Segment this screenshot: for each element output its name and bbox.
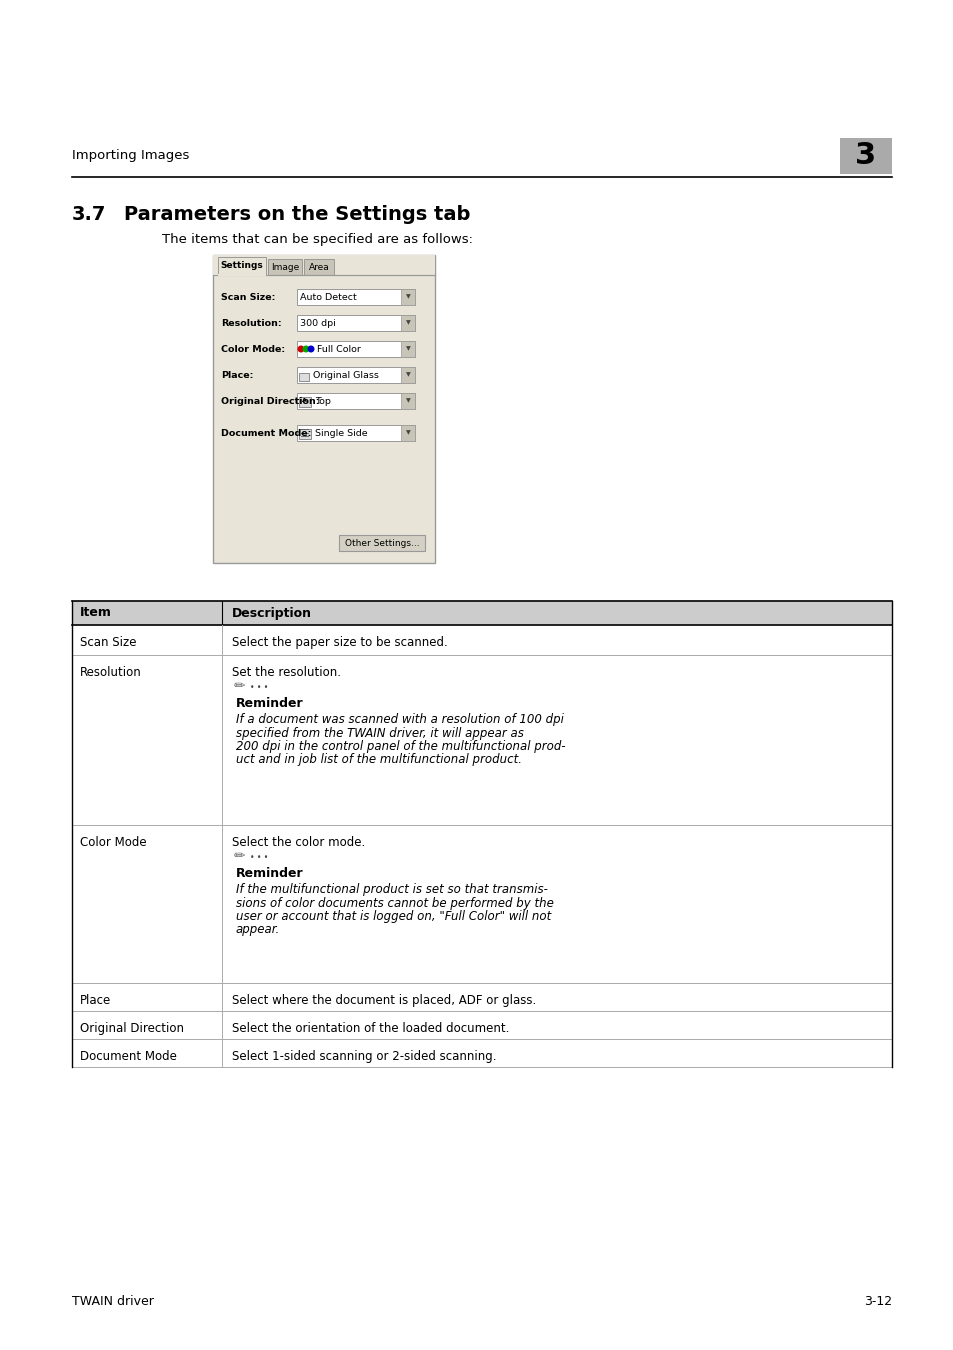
FancyBboxPatch shape [400, 425, 415, 441]
Text: Importing Images: Importing Images [71, 150, 190, 162]
Text: Settings: Settings [220, 262, 263, 270]
Text: Color Mode:: Color Mode: [221, 344, 285, 354]
Circle shape [298, 346, 303, 352]
Text: Select 1-sided scanning or 2-sided scanning.: Select 1-sided scanning or 2-sided scann… [232, 1050, 496, 1062]
FancyBboxPatch shape [298, 429, 311, 439]
Text: The items that can be specified are as follows:: The items that can be specified are as f… [162, 234, 473, 246]
Text: 300 dpi: 300 dpi [299, 319, 335, 328]
FancyBboxPatch shape [400, 315, 415, 331]
Text: Description: Description [232, 606, 312, 620]
Text: Top: Top [314, 397, 331, 405]
Text: Image: Image [271, 262, 299, 271]
FancyBboxPatch shape [296, 425, 415, 441]
Text: uct and in job list of the multifunctional product.: uct and in job list of the multifunction… [235, 753, 521, 767]
FancyBboxPatch shape [213, 255, 435, 275]
Text: specified from the TWAIN driver, it will appear as: specified from the TWAIN driver, it will… [235, 726, 523, 740]
Text: • • •: • • • [250, 853, 268, 863]
FancyBboxPatch shape [400, 342, 415, 356]
Text: 3.7: 3.7 [71, 205, 107, 224]
Text: user or account that is logged on, "Full Color" will not: user or account that is logged on, "Full… [235, 910, 551, 923]
FancyBboxPatch shape [298, 397, 311, 406]
Text: Color Mode: Color Mode [80, 836, 147, 849]
Circle shape [303, 346, 309, 352]
Text: Reminder: Reminder [235, 697, 303, 710]
Text: ▼: ▼ [405, 347, 410, 351]
Text: ✏: ✏ [233, 849, 245, 863]
Text: Select the paper size to be scanned.: Select the paper size to be scanned. [232, 636, 447, 649]
Text: appear.: appear. [235, 923, 280, 937]
Circle shape [308, 346, 314, 352]
Text: Parameters on the Settings tab: Parameters on the Settings tab [124, 205, 470, 224]
FancyBboxPatch shape [298, 373, 309, 381]
Text: ▼: ▼ [405, 373, 410, 378]
Text: Other Settings...: Other Settings... [344, 539, 419, 548]
Text: Select the orientation of the loaded document.: Select the orientation of the loaded doc… [232, 1022, 509, 1035]
Text: Resolution: Resolution [80, 666, 142, 679]
FancyBboxPatch shape [840, 138, 891, 174]
Text: ▼: ▼ [405, 294, 410, 300]
Text: Scan Size:: Scan Size: [221, 293, 275, 301]
Text: Set the resolution.: Set the resolution. [232, 666, 340, 679]
Text: Select where the document is placed, ADF or glass.: Select where the document is placed, ADF… [232, 994, 536, 1007]
Text: Reminder: Reminder [235, 867, 303, 880]
Text: Full Color: Full Color [316, 344, 360, 354]
Text: • • •: • • • [250, 683, 268, 693]
Text: ▼: ▼ [405, 398, 410, 404]
Text: 200 dpi in the control panel of the multifunctional prod-: 200 dpi in the control panel of the mult… [235, 740, 565, 753]
FancyBboxPatch shape [296, 289, 415, 305]
Text: Resolution:: Resolution: [221, 319, 281, 328]
Text: Document Mode: Document Mode [80, 1050, 176, 1062]
Text: ▼: ▼ [405, 320, 410, 325]
FancyBboxPatch shape [268, 259, 302, 275]
Text: If the multifunctional product is set so that transmis-: If the multifunctional product is set so… [235, 883, 547, 896]
Text: Original Direction: Original Direction [80, 1022, 184, 1035]
Text: Item: Item [80, 606, 112, 620]
Text: Original Direction:: Original Direction: [221, 397, 319, 405]
FancyBboxPatch shape [296, 393, 415, 409]
FancyBboxPatch shape [400, 289, 415, 305]
FancyBboxPatch shape [400, 367, 415, 383]
FancyBboxPatch shape [338, 535, 424, 551]
Text: Place:: Place: [221, 370, 253, 379]
Text: TWAIN driver: TWAIN driver [71, 1295, 153, 1308]
Text: sions of color documents cannot be performed by the: sions of color documents cannot be perfo… [235, 896, 554, 910]
FancyBboxPatch shape [71, 601, 891, 625]
Text: Select the color mode.: Select the color mode. [232, 836, 365, 849]
Text: Single Side: Single Side [314, 428, 367, 437]
Text: Document Mode:: Document Mode: [221, 428, 311, 437]
FancyBboxPatch shape [213, 255, 435, 563]
FancyBboxPatch shape [218, 256, 266, 275]
Text: Original Glass: Original Glass [313, 370, 378, 379]
Text: Area: Area [309, 262, 329, 271]
FancyBboxPatch shape [296, 342, 415, 356]
Text: A: A [301, 398, 306, 404]
Text: ▼: ▼ [405, 431, 410, 436]
FancyBboxPatch shape [304, 259, 334, 275]
Text: Scan Size: Scan Size [80, 636, 136, 649]
Text: Place: Place [80, 994, 112, 1007]
Text: Auto Detect: Auto Detect [299, 293, 356, 301]
Text: If a document was scanned with a resolution of 100 dpi: If a document was scanned with a resolut… [235, 713, 563, 726]
FancyBboxPatch shape [400, 393, 415, 409]
FancyBboxPatch shape [296, 367, 415, 383]
Text: 3-12: 3-12 [863, 1295, 891, 1308]
Text: 3: 3 [855, 142, 876, 170]
Text: ✏: ✏ [233, 679, 245, 693]
FancyBboxPatch shape [296, 315, 415, 331]
